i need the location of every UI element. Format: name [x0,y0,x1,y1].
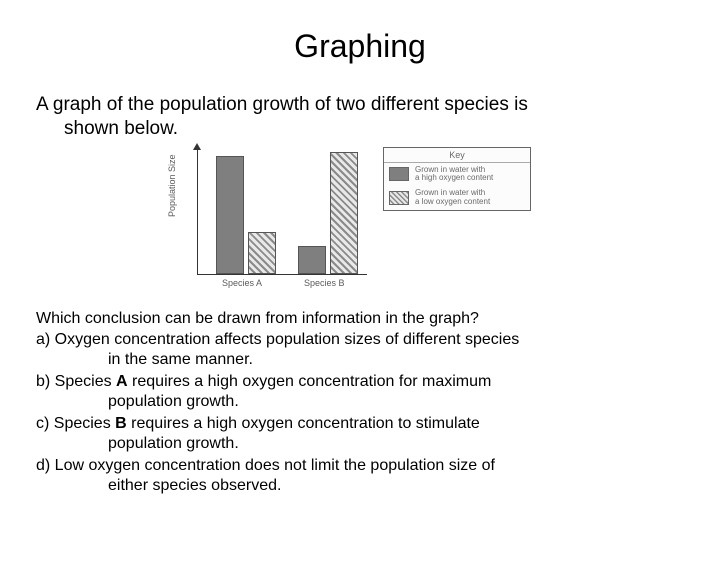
population-bar-chart: Population Size Species A Species B Key … [175,147,535,295]
page-title: Graphing [0,28,720,65]
legend-item-high: Grown in water with a high oxygen conten… [384,163,530,187]
legend-swatch-hatch-icon [389,191,409,205]
chart-legend: Key Grown in water with a high oxygen co… [383,147,531,211]
option-a: a) Oxygen concentration affects populati… [36,330,690,371]
option-c: c) Species B requires a high oxygen conc… [36,414,690,455]
legend-text-low: Grown in water with a low oxygen content [415,189,490,207]
question-block: Which conclusion can be drawn from infor… [36,309,690,497]
question-stem: Which conclusion can be drawn from infor… [36,309,690,329]
bar-species-a-high [216,156,244,274]
plot-area: Species A Species B [197,147,367,275]
x-category-b: Species B [304,278,345,288]
option-b: b) Species A requires a high oxygen conc… [36,372,690,413]
bar-species-a-low [248,232,276,274]
y-axis-label: Population Size [167,154,177,217]
intro-line2: shown below. [64,118,178,139]
bar-species-b-low [330,152,358,274]
legend-text-high: Grown in water with a high oxygen conten… [415,166,493,184]
option-d: d) Low oxygen concentration does not lim… [36,456,690,497]
intro-line1: A graph of the population growth of two … [36,94,528,115]
legend-swatch-solid-icon [389,167,409,181]
bar-species-b-high [298,246,326,274]
x-category-a: Species A [222,278,262,288]
legend-item-low: Grown in water with a low oxygen content [384,186,530,210]
legend-title: Key [384,148,530,163]
intro-text: A graph of the population growth of two … [36,93,684,141]
